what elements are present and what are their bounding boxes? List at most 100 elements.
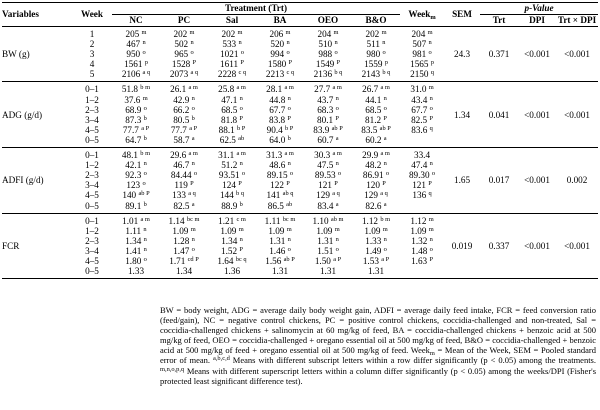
value: 121 P xyxy=(412,180,432,191)
significance-letter: a m xyxy=(284,150,294,158)
significance-letter: n xyxy=(287,94,291,102)
value: 520 n xyxy=(270,39,290,50)
significance-letter: bc q xyxy=(235,255,247,263)
bw-ba-cell: 206 m 520 n 994 o 1580 P 2213 c q xyxy=(256,25,304,82)
value: 980 o xyxy=(366,49,386,60)
significance-letter: P xyxy=(428,180,432,188)
significance-letter: a P xyxy=(141,124,150,132)
significance-letter: P xyxy=(287,114,291,122)
significance-letter: b xyxy=(191,114,195,122)
row-adfi: ADFI (g/d) 0–1 1–2 2–3 3–4 4–5 0–5 48.1 b m 42.1… xyxy=(2,147,599,214)
value: 1.31 n xyxy=(317,235,339,246)
significance-letter: o xyxy=(429,104,433,112)
significance-letter: n xyxy=(191,94,195,102)
value: 67.7 o xyxy=(411,104,433,115)
week-label: 3 xyxy=(89,49,95,60)
significance-letter: a m xyxy=(236,84,246,92)
value: 1.09 m xyxy=(268,225,292,236)
significance-letter: P xyxy=(238,180,242,188)
value: 88.1 b P xyxy=(218,124,246,135)
significance-letter: ab q xyxy=(282,190,294,198)
value: 1.09 m xyxy=(410,225,434,236)
significance-letter: a xyxy=(335,134,339,142)
value: 1.31 xyxy=(271,266,289,277)
significance-letter: m xyxy=(334,225,340,233)
significance-letter: o xyxy=(240,49,244,57)
value: 950 o xyxy=(126,49,146,60)
value: 82.6 a xyxy=(365,200,387,211)
value: 81.8 P xyxy=(221,114,243,125)
value: 83.6 q xyxy=(411,124,433,135)
value: 29.6 a m xyxy=(170,150,198,161)
bw-sem: 24.3 xyxy=(444,25,481,82)
value: 48.6 n xyxy=(269,160,291,171)
row-bw: BW (g) 1 2 3 4 5 205 m 467 n 950 o 1561 p 2106 a q… xyxy=(2,25,599,82)
value: 1.09 m xyxy=(364,225,388,236)
significance-letter: ab xyxy=(238,134,245,142)
significance-letter: n xyxy=(335,94,339,102)
value: 31.3 a m xyxy=(266,150,294,161)
week-label: 0–1 xyxy=(85,150,99,161)
significance-letter: c q xyxy=(286,69,295,77)
significance-letter: o xyxy=(191,104,195,112)
significance-letter: a q xyxy=(332,190,340,198)
footnote-sup-1: a,b,c,d xyxy=(213,355,230,363)
significance-letter: m xyxy=(428,84,434,92)
header-trt-x-dpi: Trt × DPI xyxy=(556,14,599,27)
value: 64.0 b xyxy=(269,134,291,145)
adfi-sal-cell: 31.1 a m 51.2 n 93.51 o 124 P 144 b q 88.9 b xyxy=(208,147,256,214)
value: 44.8 n xyxy=(269,94,291,105)
value: 46.7 n xyxy=(173,160,195,171)
significance-letter: o xyxy=(142,180,146,188)
significance-letter: n xyxy=(383,94,387,102)
adg-inter: <0.001 xyxy=(556,81,599,148)
adfi-weekm-cell: 33.4 47.4 n 89.30 o 121 P 136 q xyxy=(400,147,445,214)
significance-letter: o xyxy=(335,245,339,253)
row-adg: ADG (g/d) 0–1 1–2 2–3 3–4 4–5 0–5 51.8 b m 37.6 … xyxy=(2,81,599,148)
significance-letter: o xyxy=(143,170,147,178)
significance-letter: ab m xyxy=(330,215,344,223)
value: 26.1 a m xyxy=(170,84,198,95)
value: 1.41 n xyxy=(125,245,147,256)
value: 1.48 o xyxy=(411,245,433,256)
adfi-ba-cell: 31.3 a m 48.6 n 89.15 o 122 P 141 ab q 86.5 a… xyxy=(256,147,304,214)
value: 1.51 o xyxy=(317,245,339,256)
value: 30.3 a m xyxy=(314,150,342,161)
significance-letter: a m xyxy=(284,84,294,92)
value: 141 ab q xyxy=(266,190,294,201)
value: 206 m xyxy=(269,29,291,39)
value: 92.3 o xyxy=(125,170,147,181)
significance-letter: p xyxy=(430,59,434,67)
significance-letter: o xyxy=(286,49,290,57)
significance-letter: a q xyxy=(188,190,196,198)
bw-nc-cell: 205 m 467 n 950 o 1561 p 2106 a q xyxy=(112,25,160,82)
significance-letter: m xyxy=(286,225,292,233)
value: 81.2 P xyxy=(365,114,387,125)
value: 124 P xyxy=(222,180,242,191)
value: 43.7 n xyxy=(317,94,339,105)
value: 533 n xyxy=(222,39,242,50)
value: 1.31 xyxy=(319,266,337,277)
value: 88.9 b xyxy=(221,200,243,211)
week-label: 4–5 xyxy=(85,255,99,266)
value: 120 P xyxy=(366,180,386,191)
results-table: Variables Week Treatment (Trt) Weekm SEM… xyxy=(2,2,599,280)
value: 51.8 b m xyxy=(121,84,151,95)
significance-letter: o xyxy=(287,245,291,253)
value: 994 o xyxy=(270,49,290,60)
significance-letter: a m xyxy=(332,84,342,92)
value: 1021 o xyxy=(220,49,244,60)
row-fcr: FCR 0–1 1–2 2–3 3–4 4–5 0–5 1.01 a m 1.11 n 1.34 … xyxy=(2,212,599,280)
bw-trt: 0.371 xyxy=(480,25,519,82)
value: 1.33 xyxy=(127,266,145,277)
value: 26.7 a m xyxy=(362,84,390,95)
value: 83.8 P xyxy=(269,114,291,125)
bw-weekm-cell: 204 m 507 n 981 o 1565 p 2150 q xyxy=(400,25,445,82)
value: 988 o xyxy=(318,49,338,60)
week-label: 0–5 xyxy=(85,266,99,277)
adfi-variable: ADFI (g/d) xyxy=(2,147,72,214)
significance-letter: o xyxy=(382,49,386,57)
value: 1.34 n xyxy=(125,235,147,246)
value: 80.1 P xyxy=(317,114,339,125)
week-label: 4 xyxy=(89,59,95,70)
